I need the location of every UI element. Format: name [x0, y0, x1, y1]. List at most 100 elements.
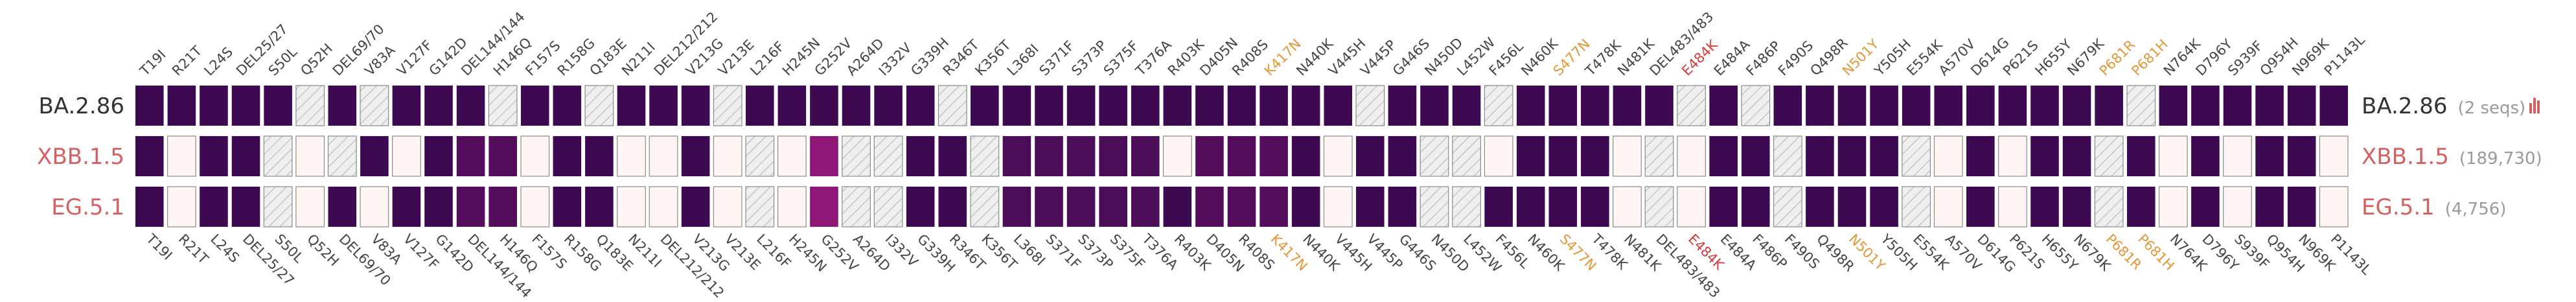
- cell-EG-5-1-s375f: [1099, 187, 1127, 227]
- cell-BA-2-86-d614g: [1966, 86, 1995, 126]
- cell-EG-5-1-r408s: [1227, 187, 1256, 227]
- cell-XBB-1-5-n969k: [2287, 136, 2316, 176]
- cell-XBB-1-5-g142d: [424, 136, 453, 176]
- bottom-mutation-labels: T19I R21TL24SDEL25/27S50LQ52HDEL69/70V83A…: [143, 231, 2375, 301]
- cell-EG-5-1-t19i: [135, 187, 164, 227]
- cell-XBB-1-5-n440k: [1291, 136, 1320, 176]
- cell-BA-2-86-n460k: [1516, 86, 1545, 126]
- cell-EG-5-1-v83a: [360, 186, 389, 227]
- cell-EG-5-1-d796y: [2191, 187, 2220, 227]
- cell-XBB-1-5-i332v: [873, 135, 903, 177]
- cell-BA-2-86-f456l: [1484, 85, 1513, 126]
- cell-XBB-1-5-v445p: [1356, 136, 1385, 176]
- cell-EG-5-1-q52h: [295, 186, 325, 227]
- cell-XBB-1-5-f486p: [1741, 136, 1770, 176]
- cell-XBB-1-5-q498r: [1806, 136, 1834, 176]
- cell-EG-5-1-n450d: [1420, 186, 1449, 227]
- cell-BA-2-86-r403k: [1163, 86, 1192, 126]
- row-count-xbb-1-5: (189,730): [2459, 149, 2542, 168]
- cell-XBB-1-5-n450d: [1420, 135, 1449, 177]
- cell-XBB-1-5-p621s: [1998, 135, 2027, 177]
- cell-EG-5-1-n211i: [617, 186, 646, 227]
- cell-EG-5-1-f490s: [1773, 186, 1802, 227]
- cell-XBB-1-5-q52h: [295, 135, 325, 177]
- bottom-label-s375f: S375F: [1107, 231, 1148, 272]
- cell-EG-5-1-l24s: [200, 187, 228, 227]
- cell-BA-2-86-r21t: [167, 86, 196, 126]
- bottom-label-v127f: V127F: [400, 231, 442, 273]
- cell-XBB-1-5-g446s: [1388, 136, 1417, 176]
- cell-XBB-1-5-d614g: [1966, 136, 1995, 176]
- cell-BA-2-86-s939f: [2223, 86, 2252, 126]
- cell-BA-2-86-n211i: [617, 86, 646, 126]
- cell-EG-5-1-t376a: [1131, 187, 1160, 227]
- cell-BA-2-86-q954h: [2255, 86, 2284, 126]
- cell-EG-5-1-f456l: [1484, 187, 1513, 227]
- cell-BA-2-86-n969k: [2287, 86, 2316, 126]
- cell-EG-5-1-del2527: [231, 187, 260, 227]
- top-label-t19i: T19I: [137, 47, 169, 79]
- cell-XBB-1-5-y505h: [1870, 136, 1898, 176]
- cell-XBB-1-5-s939f: [2223, 135, 2252, 177]
- cell-XBB-1-5-n211i: [617, 135, 646, 177]
- bottom-label-y505h: Y505H: [1878, 231, 1920, 273]
- cell-XBB-1-5-v445h: [1323, 135, 1353, 177]
- bottom-label-s373p: S373P: [1075, 231, 1116, 273]
- cell-BA-2-86-h655y: [2030, 86, 2059, 126]
- cell-EG-5-1-r346t: [938, 187, 967, 227]
- cell-EG-5-1-g142d: [424, 187, 453, 227]
- cell-BA-2-86-d405n: [1195, 86, 1224, 126]
- cell-XBB-1-5-e484k: [1677, 135, 1707, 177]
- cell-BA-2-86-f486p: [1741, 85, 1771, 126]
- cell-XBB-1-5-d796y: [2191, 136, 2220, 176]
- cell-XBB-1-5-e554k: [1902, 135, 1931, 177]
- cell-EG-5-1-p621s: [1998, 186, 2027, 227]
- cell-XBB-1-5-f157s: [520, 135, 550, 177]
- cell-EG-5-1-s50l: [263, 186, 293, 227]
- cell-BA-2-86-n450d: [1420, 86, 1449, 126]
- cell-XBB-1-5-l452w: [1452, 135, 1481, 177]
- cell-EG-5-1-del483483: [1644, 186, 1674, 227]
- cell-EG-5-1-s939f: [2223, 186, 2252, 227]
- cell-EG-5-1-n481k: [1613, 186, 1642, 227]
- cell-BA-2-86-del144144: [456, 86, 485, 126]
- cell-EG-5-1-a570v: [1933, 186, 1963, 227]
- cell-EG-5-1-q498r: [1806, 187, 1834, 227]
- cell-BA-2-86-e484k: [1677, 85, 1707, 126]
- row-label-right-eg-5-1: EG.5.1: [2362, 194, 2435, 220]
- cell-BA-2-86-v213e: [713, 85, 742, 126]
- cell-EG-5-1-n969k: [2287, 187, 2316, 227]
- cell-XBB-1-5-del212212: [649, 135, 678, 177]
- top-label-y505h: Y505H: [1871, 36, 1914, 79]
- cell-BA-2-86-f157s: [520, 86, 549, 126]
- bottom-label-k356t: K356T: [978, 231, 1020, 273]
- cell-BA-2-86-s375f: [1099, 86, 1127, 126]
- cell-XBB-1-5-v213e: [713, 135, 742, 177]
- cell-BA-2-86-n481k: [1613, 86, 1642, 126]
- bar-chart-icon[interactable]: [2529, 98, 2540, 113]
- cell-BA-2-86-g252v: [810, 86, 838, 126]
- bottom-label-l24s: L24S: [207, 231, 242, 266]
- cell-BA-2-86-l216f: [746, 86, 774, 126]
- bottom-label-p1143l: P1143L: [2328, 231, 2375, 278]
- cell-BA-2-86-a264d: [842, 86, 871, 126]
- cell-BA-2-86-l452w: [1452, 86, 1481, 126]
- cell-EG-5-1-h245n: [777, 186, 807, 227]
- cell-BA-2-86-g446s: [1388, 86, 1417, 126]
- cell-XBB-1-5-g339h: [906, 136, 935, 176]
- cell-BA-2-86-f490s: [1773, 86, 1802, 126]
- cell-EG-5-1-t478k: [1581, 187, 1609, 227]
- row-count-ba-2-86: (2 seqs): [2458, 99, 2526, 118]
- cell-XBB-1-5-h146q: [489, 136, 517, 176]
- cell-BA-2-86-r158g: [553, 86, 582, 126]
- cell-EG-5-1-r403k: [1163, 187, 1192, 227]
- cell-XBB-1-5-n460k: [1516, 136, 1545, 176]
- cell-BA-2-86-g339h: [906, 86, 935, 126]
- cell-BA-2-86-t376a: [1131, 86, 1160, 126]
- cell-XBB-1-5-a570v: [1933, 135, 1963, 177]
- cell-EG-5-1-v213g: [681, 187, 710, 227]
- cell-BA-2-86-y505h: [1870, 86, 1898, 126]
- cell-EG-5-1-del6970: [328, 187, 357, 227]
- cell-XBB-1-5-t19i: [135, 136, 164, 176]
